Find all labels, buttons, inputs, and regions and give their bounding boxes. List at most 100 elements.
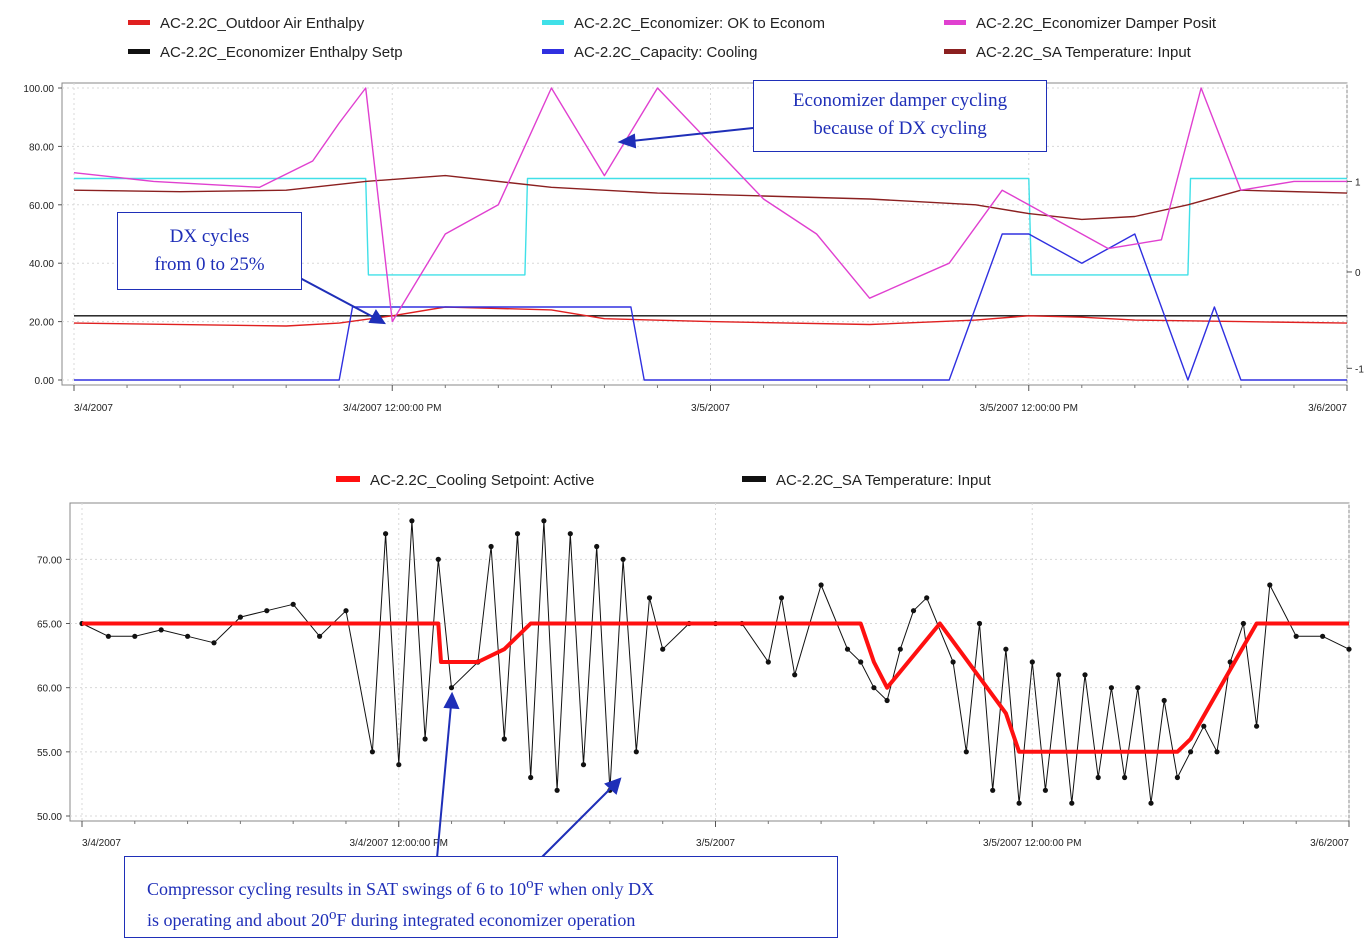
legend-swatch xyxy=(542,20,564,25)
sat-point xyxy=(1240,620,1246,627)
sat-point xyxy=(897,646,903,652)
sat-point xyxy=(1029,659,1035,665)
y-tick-label: 100.00 xyxy=(23,84,54,95)
sat-point xyxy=(369,749,375,755)
top-legend: AC-2.2C_Outdoor Air Enthalpy AC-2.2C_Eco… xyxy=(128,15,1217,61)
callout-text: F during integrated economizer operation xyxy=(336,910,636,930)
legend-label: AC-2.2C_Economizer Enthalpy Setp xyxy=(160,44,403,61)
series-line-0 xyxy=(82,621,1349,754)
callout-damper-cycling: Economizer damper cycling because of DX … xyxy=(753,80,1047,152)
series-line-5 xyxy=(73,174,1348,221)
sat-point xyxy=(514,531,521,537)
bottom-y-axis: 50.00 55.00 60.00 65.00 70.00 xyxy=(37,555,70,823)
sat-point xyxy=(132,633,138,639)
sat-point xyxy=(317,633,323,639)
legend-item-enthalpy-setpoint: AC-2.2C_Economizer Enthalpy Setp xyxy=(128,44,403,61)
sat-point xyxy=(185,633,191,639)
sat-point xyxy=(1095,774,1101,781)
sat-point xyxy=(290,601,296,607)
sat-point xyxy=(1108,685,1114,691)
x-tick-label: 3/4/2007 xyxy=(74,403,113,414)
arrow-damper xyxy=(631,127,754,142)
sat-point xyxy=(343,608,349,614)
x-tick-label: 3/5/2007 xyxy=(691,403,730,414)
sat-point xyxy=(1293,633,1299,639)
legend-item-economizer-ok: AC-2.2C_Economizer: OK to Econom xyxy=(542,15,825,32)
x-tick-label: 3/5/2007 xyxy=(696,838,735,849)
legend-swatch xyxy=(944,20,966,25)
sat-point xyxy=(1056,672,1062,678)
sat-point xyxy=(844,646,851,652)
sat-point xyxy=(501,736,507,742)
legend-label: AC-2.2C_SA Temperature: Input xyxy=(976,44,1192,61)
top-y-axis: 0.00 20.00 40.00 60.00 80.00 100.00 xyxy=(23,84,62,387)
sat-point xyxy=(792,672,798,678)
sat-point xyxy=(924,595,930,601)
y-tick-label: 0.00 xyxy=(35,376,55,387)
y-tick-label: 80.00 xyxy=(29,142,54,153)
legend-swatch xyxy=(336,476,360,482)
y-tick-label: 60.00 xyxy=(29,201,54,212)
sat-point xyxy=(1082,672,1088,678)
arrow-dx xyxy=(299,277,376,319)
legend-label: AC-2.2C_Outdoor Air Enthalpy xyxy=(160,15,365,32)
legend-label: AC-2.2C_Economizer: OK to Econom xyxy=(574,15,825,32)
y-tick-label: 70.00 xyxy=(37,555,62,566)
sat-point xyxy=(158,627,164,633)
degree-sup: o xyxy=(328,907,337,923)
y-tick-label: 50.00 xyxy=(37,812,62,823)
legend-item-capacity-cooling: AC-2.2C_Capacity: Cooling xyxy=(542,44,757,61)
sat-point xyxy=(264,608,270,614)
sat-point xyxy=(884,697,890,704)
sat-point xyxy=(448,685,455,691)
legend-swatch xyxy=(742,476,766,482)
legend-item-cooling-setpoint: AC-2.2C_Cooling Setpoint: Active xyxy=(336,472,594,489)
x-tick-label: 3/4/2007 12:00:00 PM xyxy=(343,403,441,414)
y-tick-label: 60.00 xyxy=(37,684,62,695)
callout-text: is operating and about 20 xyxy=(147,910,329,930)
callout-text: F when only DX xyxy=(533,879,655,899)
callout-line: from 0 to 25% xyxy=(154,254,265,275)
arrow-damper-head xyxy=(617,133,637,149)
legend-item-outdoor-air-enthalpy: AC-2.2C_Outdoor Air Enthalpy xyxy=(128,15,365,32)
arrow-dx-head xyxy=(368,309,386,325)
sat-point xyxy=(541,518,547,524)
legend-label: AC-2.2C_Capacity: Cooling xyxy=(574,44,757,61)
sat-point xyxy=(858,659,864,665)
sat-point xyxy=(1188,749,1194,755)
callout-line: because of DX cycling xyxy=(813,118,987,139)
x-tick-label: 3/4/2007 12:00:00 PM xyxy=(350,838,448,849)
y-tick-label: 40.00 xyxy=(29,259,54,270)
y-tick-label: 65.00 xyxy=(37,620,62,631)
x-tick-label: 3/5/2007 12:00:00 PM xyxy=(980,403,1078,414)
sat-point xyxy=(818,582,824,588)
legend-label: AC-2.2C_Economizer Damper Posit xyxy=(976,15,1217,32)
sat-point xyxy=(871,685,877,691)
sat-point xyxy=(1214,749,1220,755)
sat-point xyxy=(950,659,956,665)
top-x-axis: 3/4/2007 3/4/2007 12:00:00 PM 3/5/2007 3/5/… xyxy=(73,385,1348,414)
sat-point xyxy=(1346,646,1352,652)
legend-swatch xyxy=(542,49,564,54)
legend-label: AC-2.2C_SA Temperature: Input xyxy=(776,472,992,489)
y2-tick-label: 0 xyxy=(1355,268,1361,279)
bottom-x-axis: 3/4/2007 3/4/2007 12:00:00 PM 3/5/2007 3/5/… xyxy=(81,821,1350,849)
arrow-sat-1-head xyxy=(443,691,460,710)
series-line-2 xyxy=(73,87,1347,323)
callout-compressor-cycling: Compressor cycling results in SAT swings… xyxy=(124,856,838,938)
callout-dx-cycles: DX cycles from 0 to 25% xyxy=(117,212,302,290)
sat-point xyxy=(528,774,534,781)
y2-tick-label: 1 xyxy=(1355,177,1361,188)
sat-point xyxy=(488,543,494,550)
sat-point xyxy=(554,787,560,793)
sat-point xyxy=(1122,774,1128,781)
bottom-legend: AC-2.2C_Cooling Setpoint: Active AC-2.2C… xyxy=(336,472,992,489)
sat-point xyxy=(990,787,996,793)
legend-item-damper-position: AC-2.2C_Economizer Damper Posit xyxy=(944,15,1217,32)
x-tick-label: 3/5/2007 12:00:00 PM xyxy=(983,838,1081,849)
legend-item-sa-temperature: AC-2.2C_SA Temperature: Input xyxy=(944,44,1192,61)
bottom-plot-frame xyxy=(69,502,1350,822)
sat-point xyxy=(646,595,653,601)
sat-point xyxy=(660,646,666,652)
